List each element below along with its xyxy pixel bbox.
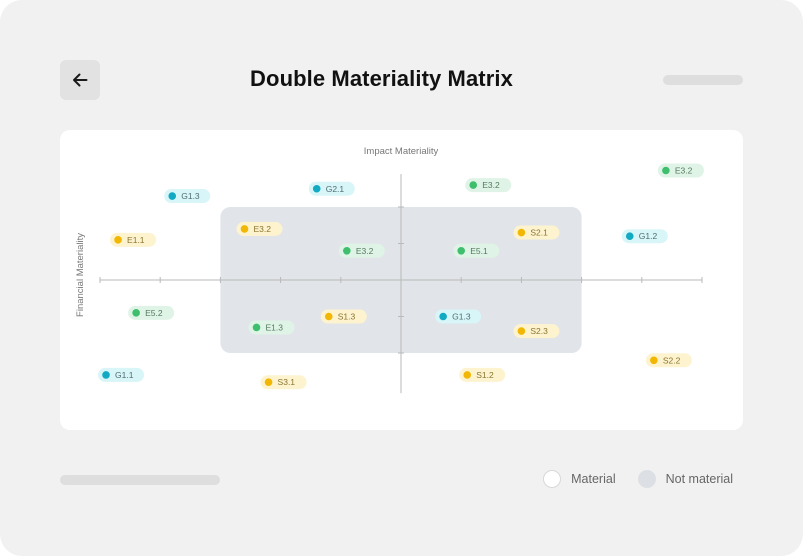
data-point-s [324, 312, 333, 321]
materiality-matrix-chart: Impact Materiality Financial Materiality G… [75, 146, 704, 394]
legend-label-material: Material [571, 472, 616, 486]
data-point-s [650, 356, 658, 365]
point-pill [98, 367, 145, 382]
point-pill [236, 221, 283, 236]
data-point-e [469, 181, 478, 189]
data-point-e [662, 166, 670, 175]
data-point-s [517, 228, 526, 237]
data-point-s [240, 225, 249, 233]
point-pill [308, 181, 355, 196]
point-label: E3.2 [675, 166, 693, 176]
arrow-left-icon [73, 73, 88, 87]
matrix-chart-card: Impact Materiality Financial Materiality G… [60, 130, 743, 430]
point-pill [453, 243, 500, 258]
point-label: E1.3 [266, 322, 284, 332]
point-label: G1.1 [115, 370, 134, 380]
point-pill [128, 305, 175, 320]
point-label: S2.1 [530, 228, 548, 238]
back-button[interactable] [60, 60, 100, 100]
point-pill [621, 229, 668, 244]
point-pill [465, 178, 512, 193]
point-pill [338, 243, 385, 258]
data-point-g [102, 371, 110, 379]
legend-swatch-not-material [637, 470, 656, 488]
x-axis-label: Impact Materiality [364, 146, 439, 157]
point-pill [248, 320, 295, 335]
data-point-s [114, 236, 122, 244]
point-label: S1.3 [338, 312, 356, 322]
data-point-s [264, 378, 273, 386]
data-point-e [132, 309, 140, 317]
data-point-s [517, 327, 526, 335]
point-label: S2.2 [663, 355, 681, 365]
point-label: S2.3 [530, 326, 548, 336]
point-pill [110, 232, 157, 247]
point-label: G2.1 [326, 184, 345, 194]
point-label: G1.3 [181, 191, 200, 201]
point-label: E3.2 [482, 180, 500, 190]
header-placeholder-bar [663, 75, 743, 85]
data-point-e [343, 247, 351, 255]
legend-swatch-material [543, 470, 562, 488]
legend-item-not-material: Not material [637, 470, 733, 488]
data-point-g [312, 184, 321, 193]
data-point-s [463, 371, 472, 379]
data-point-g [439, 312, 447, 321]
point-pill [645, 353, 692, 368]
point-label: G1.3 [452, 312, 471, 322]
footer-placeholder-bar [60, 475, 220, 485]
point-label: E1.1 [127, 235, 145, 245]
point-pill [459, 367, 506, 382]
data-point-g [168, 192, 177, 200]
point-pill [164, 189, 211, 204]
data-point-g [625, 232, 634, 240]
data-point-e [457, 247, 466, 255]
point-pill [513, 225, 560, 240]
point-pill [435, 309, 482, 324]
legend-item-material: Material [543, 470, 616, 488]
page-title: Double Materiality Matrix [250, 66, 513, 91]
point-label: E5.1 [470, 246, 488, 256]
legend-label-not-material: Not material [665, 472, 733, 486]
point-label: G1.2 [639, 231, 658, 241]
y-axis-label: Financial Materiality [75, 233, 86, 317]
point-label: S1.2 [476, 370, 494, 380]
data-point-e [252, 323, 261, 332]
legend: Material Not material [543, 470, 733, 488]
point-label: S3.1 [278, 377, 296, 387]
point-pill [260, 375, 307, 390]
point-pill [657, 163, 704, 178]
point-label: E5.2 [145, 308, 163, 318]
point-pill [320, 309, 367, 324]
point-label: E3.2 [253, 224, 271, 234]
point-label: E3.2 [356, 246, 374, 256]
point-pill [513, 324, 560, 339]
